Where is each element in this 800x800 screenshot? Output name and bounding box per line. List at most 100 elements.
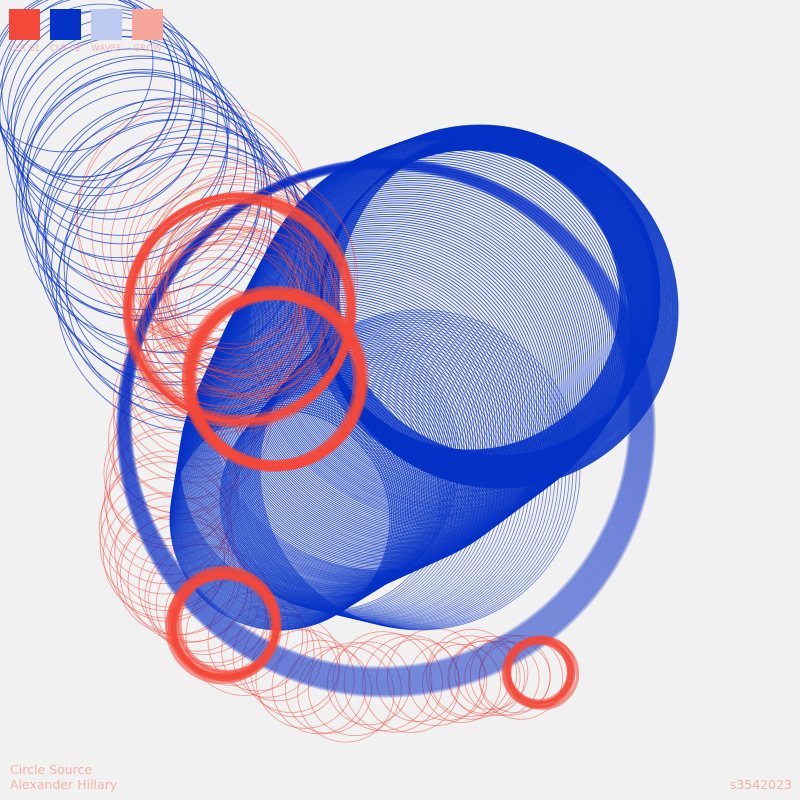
red-thick-ring-stroke (508, 642, 571, 705)
red-thin-circle (138, 196, 321, 378)
blue-thin-circle (228, 186, 589, 547)
red-thin-circle (326, 641, 411, 726)
red-thin-circle (479, 641, 551, 713)
red-thin-circle (146, 190, 352, 395)
blue-thin-circle (242, 344, 520, 622)
blue-thin-circle (0, 0, 154, 153)
red-thin-circle (143, 238, 323, 418)
blue-thin-circle (0, 0, 182, 182)
red-thin-circle (284, 646, 372, 734)
red-thin-circle (142, 226, 343, 427)
blue-thin-circle (253, 321, 559, 628)
blue-thin-circle (0, 3, 205, 211)
red-thin-circle (125, 211, 346, 433)
red-thin-circle (426, 628, 518, 720)
red-thin-circle (151, 237, 337, 422)
blue-thin-circle (0, 0, 176, 178)
blue-thin-circle (221, 202, 575, 556)
red-thin-circle (297, 645, 395, 743)
red-thick-ring-stroke (188, 295, 357, 465)
blue-thin-circle (217, 211, 567, 561)
blue-thin-circle (257, 313, 574, 630)
red-thin-circle (100, 456, 229, 584)
red-thin-circle (155, 201, 326, 371)
blue-thin-circle (249, 330, 545, 626)
red-thin-circle (376, 638, 460, 722)
blue-thin-circle (254, 319, 563, 628)
clr-01-button[interactable]: CLR 01 (9, 9, 40, 54)
blue-thin-circle (213, 220, 559, 566)
waves-swatch (91, 9, 122, 40)
blue-thin-circle (234, 173, 601, 540)
red-thick-rings (122, 167, 580, 710)
blue-thin-circle (240, 159, 613, 532)
blue-thin-circle (0, 0, 195, 197)
blue-thin-circle (231, 180, 595, 543)
blue-thin-circle (229, 184, 591, 546)
red-thick-ring-stroke (171, 576, 274, 679)
blue-thin-circle (220, 204, 573, 557)
red-thin-circle (478, 635, 564, 720)
red-thin-circle (144, 178, 341, 375)
blue-thin-circle (247, 334, 538, 625)
blue-thin-circle (190, 288, 492, 590)
grow-label: GROW (133, 44, 162, 54)
blue-thin-circle (206, 238, 542, 574)
blue-thin-circle (226, 191, 585, 550)
red-thin-circle (162, 197, 310, 345)
grow-swatch (132, 9, 163, 40)
red-thick-ring-stroke (177, 572, 279, 674)
credits: Circle Source Alexander Hillary (10, 762, 117, 792)
clr-01-label: CLR 01 (8, 44, 41, 54)
red-thin-circle (145, 167, 356, 378)
red-thin-circle (161, 228, 327, 394)
red-thin-circle (139, 227, 303, 391)
blue-thin-circle (21, 89, 273, 341)
blue-thin-circle (236, 168, 605, 537)
blue-thin-circle (241, 346, 516, 622)
blue-thin-circle (230, 182, 593, 545)
red-thin-circle (162, 233, 302, 372)
red-thin-circle (166, 195, 351, 379)
blue-thin-circle (243, 342, 524, 623)
blue-thin-circle (246, 336, 534, 624)
blue-thin-circle (244, 340, 527, 623)
blue-thin-circle (248, 332, 541, 625)
red-thin-circle (145, 172, 358, 385)
blue-thin-circle (238, 164, 609, 535)
artist-name: Alexander Hillary (10, 777, 118, 792)
artwork-title: Circle Source (10, 762, 93, 777)
red-thin-circle (173, 214, 314, 356)
waves-button[interactable]: WAVES (91, 9, 122, 54)
red-thin-circle (129, 207, 330, 408)
clr-01-swatch (9, 9, 40, 40)
red-thin-circle (454, 635, 529, 710)
red-thin-circle (307, 642, 402, 736)
blue-thin-circle (225, 193, 583, 551)
blue-thin-circle (237, 354, 502, 620)
blue-thin-circle (227, 189, 587, 548)
blue-thin-circle (240, 348, 513, 621)
red-thin-circle (332, 631, 433, 731)
color-toolbar: CLR 01 CLR 02 WAVES GROW (9, 9, 163, 54)
blue-thin-circle (219, 207, 571, 558)
clr-02-button[interactable]: CLR 02 (50, 9, 81, 54)
blue-thin-circle (218, 209, 569, 560)
red-thin-circle (142, 243, 306, 407)
clr-02-label: CLR 02 (49, 44, 82, 54)
blue-thin-circle (214, 218, 561, 565)
waves-label: WAVES (91, 44, 122, 54)
red-thin-circle (464, 640, 540, 716)
red-thin-circle (132, 181, 350, 399)
grow-button[interactable]: GROW (132, 9, 163, 54)
blue-thin-circle (208, 234, 546, 572)
red-thin-circle (447, 640, 521, 714)
blue-thin-circle (255, 317, 567, 629)
clr-02-swatch (50, 9, 81, 40)
blue-thin-circle (252, 323, 556, 627)
blue-thin-circle (233, 175, 599, 541)
blue-thin-circle (210, 227, 553, 570)
red-thin-circle (448, 640, 525, 717)
